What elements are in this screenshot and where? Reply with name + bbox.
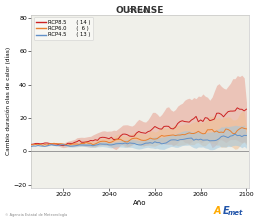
Y-axis label: Cambio duración olas de calor (días): Cambio duración olas de calor (días) — [5, 47, 11, 155]
Text: © Agencia Estatal de Meteorología: © Agencia Estatal de Meteorología — [5, 213, 67, 217]
Text: met: met — [228, 210, 244, 216]
Title: OURENSE: OURENSE — [116, 5, 164, 15]
X-axis label: Año: Año — [133, 200, 147, 206]
Text: E: E — [222, 206, 229, 216]
Text: ANUAL: ANUAL — [128, 8, 152, 14]
Legend: RCP8.5      ( 14 ), RCP6.0      (  6 ), RCP4.5      ( 13 ): RCP8.5 ( 14 ), RCP6.0 ( 6 ), RCP4.5 ( 13… — [34, 17, 93, 40]
Text: A: A — [213, 206, 221, 216]
